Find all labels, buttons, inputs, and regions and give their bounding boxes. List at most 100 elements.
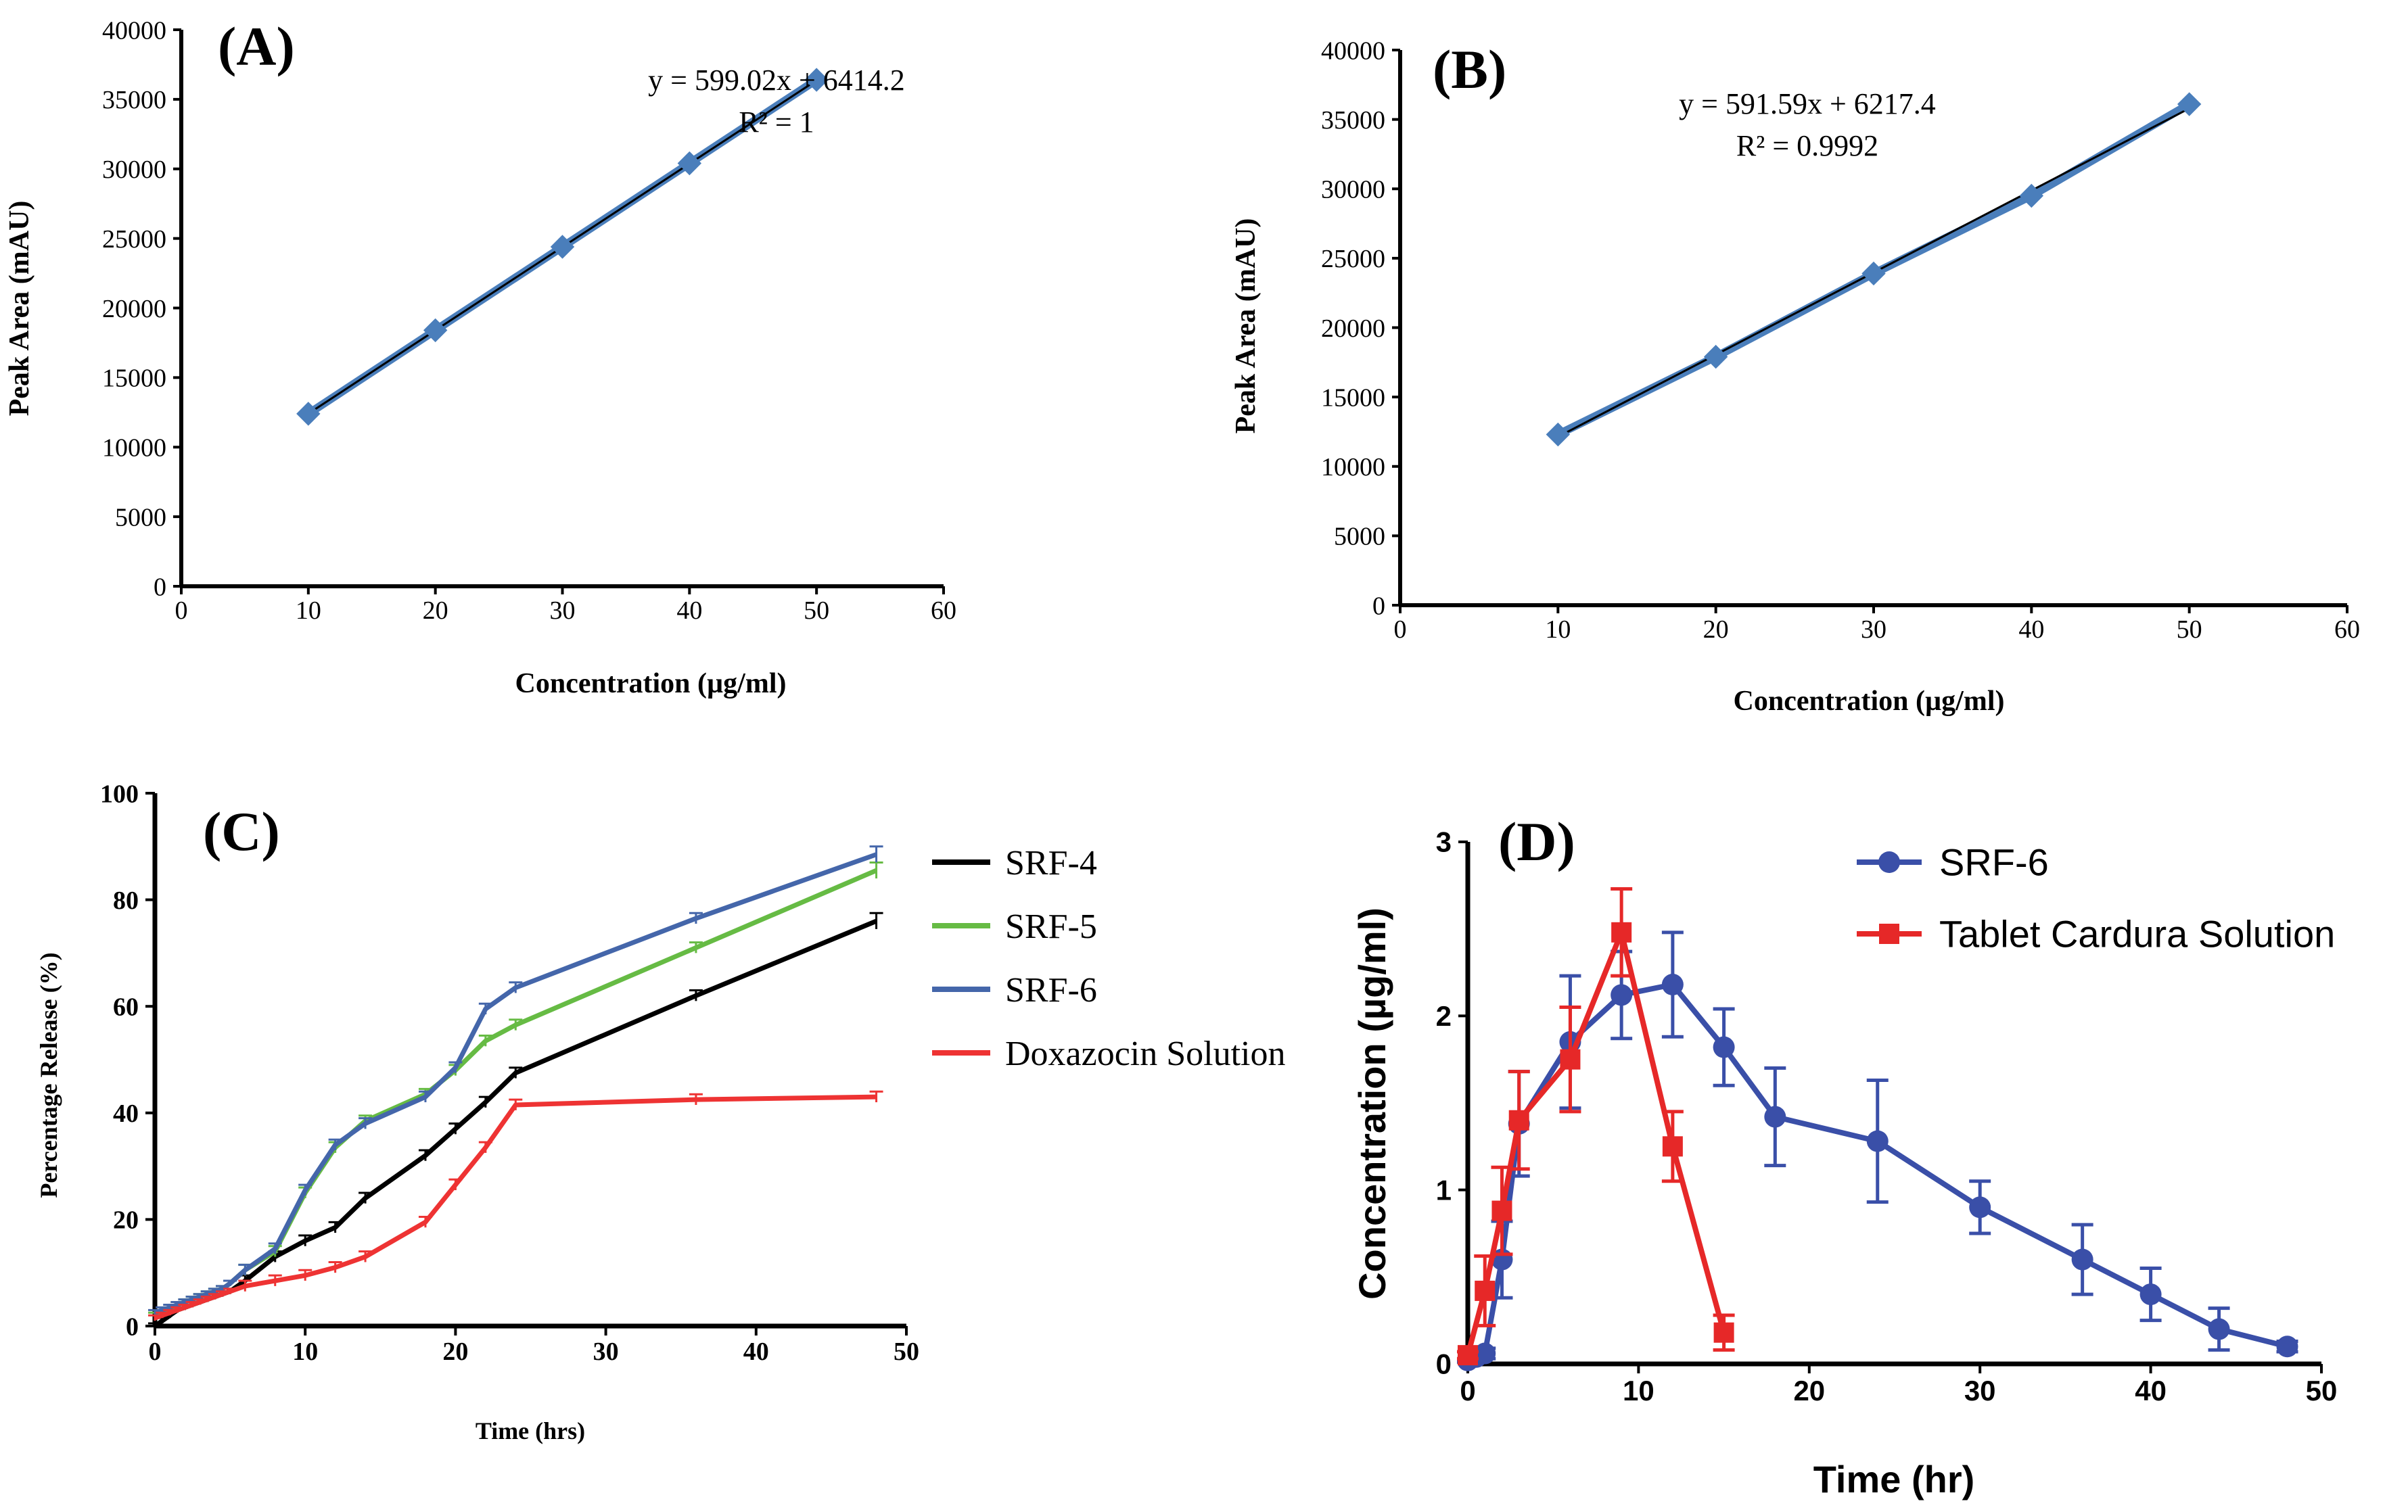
panel-b-y-tick-label: 40000	[1321, 37, 1385, 65]
panel-d-series-srf-6-marker	[1611, 984, 1633, 1006]
panel-c-legend-label: SRF-5	[1005, 907, 1097, 946]
panel-a-x-tick-label: 10	[296, 596, 321, 625]
panel-b-x-tick-label: 10	[1545, 615, 1571, 644]
panel-b-data-point	[2177, 92, 2202, 116]
panel-c-y-tick-label: 80	[113, 887, 139, 915]
panel-d-x-tick-label: 10	[1623, 1375, 1654, 1407]
panel-a-y-axis-label: Peak Area (mAU)	[4, 201, 35, 417]
panel-d-series-tablet-cardura-solution-marker	[1611, 922, 1632, 943]
panel-d-series-tablet-cardura-solution-marker	[1458, 1345, 1478, 1366]
panel-d-x-tick-label: 0	[1460, 1375, 1475, 1407]
panel-d-legend-label: SRF-6	[1939, 841, 2049, 884]
panel-c-x-tick-label: 30	[593, 1338, 619, 1366]
panel-c-series-doxazocin-solution	[148, 1090, 883, 1321]
panel-b: 0 10 20 30 40 50 60 0 5000 10000 15000 20000 25000 30…	[1230, 37, 2360, 717]
panel-b-y-tick-label: 15000	[1321, 383, 1385, 412]
panel-d-series-srf-6-marker	[1713, 1036, 1735, 1058]
panel-d-series-srf-6-marker	[1764, 1106, 1786, 1128]
panel-b-x-axis-label: Concentration (µg/ml)	[1734, 686, 2005, 717]
panel-a-y-tick-label: 25000	[102, 225, 166, 254]
panel-d-series-srf-6-line	[1466, 982, 2288, 1363]
panel-b-panel-label: (B)	[1433, 39, 1506, 100]
panel-b-data-point	[2019, 183, 2044, 208]
panel-d-x-tick-label: 40	[2135, 1375, 2167, 1407]
panel-c-y-tick-label: 0	[126, 1313, 139, 1341]
panel-a-x-tick-label: 20	[423, 596, 448, 625]
panel-d-legend-label: Tablet Cardura Solution	[1939, 913, 2335, 955]
panel-d-legend-marker	[1878, 851, 1900, 873]
panel-d-series-tablet-cardura-solution-marker	[1713, 1322, 1734, 1343]
panel-d-legend-marker	[1879, 924, 1899, 944]
panel-d-series-srf-6-marker	[2276, 1336, 2298, 1358]
panel-d-x-tick-label: 20	[1793, 1375, 1825, 1407]
panel-a-y-tick-label: 20000	[102, 295, 166, 323]
panel-b-y-tick-label: 35000	[1321, 106, 1385, 135]
panel-a-data-point	[296, 402, 321, 426]
panel-c-y-axis-label: Percentage Release (%)	[35, 952, 62, 1198]
panel-d-series-tablet-cardura-solution-marker	[1560, 1049, 1581, 1070]
panel-a-y-tick-label: 0	[154, 573, 166, 601]
panel-d-series-tablet-cardura-solution-marker	[1662, 1136, 1683, 1157]
panel-a-y-tick-label: 15000	[102, 364, 166, 393]
panel-d-series-srf-6-marker	[1969, 1196, 1991, 1219]
panel-d-x-axis-label: Time (hr)	[1813, 1458, 1975, 1501]
panel-b-data-point	[1861, 261, 1886, 286]
panel-b-x-tick-label: 20	[1703, 615, 1729, 644]
panel-b-x-tick-label: 60	[2334, 615, 2360, 644]
panel-c-x-axis-label: Time (hrs)	[476, 1417, 585, 1444]
panel-a-x-axis-label: Concentration (µg/ml)	[515, 668, 787, 699]
panel-a-y-tick-label: 40000	[102, 16, 166, 45]
panel-c-series-srf-6-line	[154, 852, 877, 1315]
panel-b-y-axis-label: Peak Area (mAU)	[1230, 218, 1261, 434]
panel-d-y-tick-label: 0	[1436, 1348, 1452, 1380]
panel-c-x-tick-label: 50	[894, 1338, 919, 1366]
panel-c-x-tick-label: 20	[442, 1338, 468, 1366]
panel-b-y-tick-label: 30000	[1321, 176, 1385, 204]
panel-b-y-tick-label: 5000	[1334, 523, 1385, 551]
panel-a-panel-label: (A)	[218, 16, 295, 77]
panel-a-data-point	[804, 68, 829, 92]
panel-c-legend-label: SRF-4	[1005, 844, 1097, 882]
panel-c: 0 10 20 30 40 50 0 20 40 60 80 100 Time (hrs) Percent…	[35, 780, 1286, 1444]
panel-b-y-tick-label: 25000	[1321, 245, 1385, 273]
panel-a-y-tick-label: 5000	[115, 503, 166, 531]
panel-b-x-tick-label: 40	[2018, 615, 2044, 644]
panel-d: 0 10 20 30 40 50 0 1 2 3 Time (hr) Concentration (µ…	[1351, 811, 2337, 1501]
panel-c-y-tick-label: 40	[113, 1100, 139, 1128]
panel-c-legend-label: Doxazocin Solution	[1005, 1035, 1286, 1073]
panel-c-y-tick-label: 20	[113, 1206, 139, 1235]
panel-a-x-tick-label: 0	[175, 596, 188, 625]
panel-d-y-axis-label: Concentration (µg/ml)	[1351, 907, 1393, 1300]
panel-a-x-tick-label: 40	[676, 596, 702, 625]
panel-a-y-tick-label: 10000	[102, 434, 166, 463]
panel-b-x-tick-label: 30	[1861, 615, 1886, 644]
panel-c-x-tick-label: 0	[149, 1338, 162, 1366]
panel-b-x-tick-label: 50	[2177, 615, 2202, 644]
panel-b-equation-label: y = 591.59x + 6217.4	[1679, 87, 1936, 120]
panel-b-x-tick-label: 0	[1394, 615, 1407, 644]
panel-a: 0 10 20 30 40 50 60 0 5000 10000 15000 20000 25000 30…	[4, 16, 956, 699]
panel-d-x-tick-label: 50	[2306, 1375, 2338, 1407]
panel-d-panel-label: (D)	[1498, 811, 1575, 872]
panel-b-equation-label: R² = 0.9992	[1736, 129, 1878, 162]
panel-d-series-srf-6-marker	[1866, 1130, 1889, 1152]
panel-a-equation-label: R² = 1	[739, 105, 814, 139]
panel-a-equation-label: y = 599.02x + 6414.2	[648, 64, 905, 97]
panel-a-x-tick-label: 50	[804, 596, 829, 625]
panel-d-series-tablet-cardura-solution-marker	[1491, 1200, 1512, 1221]
panel-b-y-tick-label: 20000	[1321, 314, 1385, 343]
panel-c-x-tick-label: 40	[743, 1338, 769, 1366]
panel-d-x-tick-label: 30	[1964, 1375, 1996, 1407]
panel-b-y-tick-label: 0	[1372, 592, 1385, 620]
panel-c-y-tick-label: 100	[100, 780, 139, 808]
panel-c-series-doxazocin-solution-line	[154, 1094, 877, 1321]
panel-b-y-tick-label: 10000	[1321, 453, 1385, 481]
panel-c-y-tick-label: 60	[113, 993, 139, 1022]
panel-c-panel-label: (C)	[203, 801, 280, 862]
chart-root: 0 10 20 30 40 50 60050001000015000200002500030…	[4, 16, 2360, 1501]
panel-d-y-tick-label: 3	[1436, 826, 1452, 858]
panel-c-x-tick-label: 10	[292, 1338, 318, 1366]
panel-d-series-srf-6-marker	[1474, 1342, 1496, 1365]
panel-a-y-tick-label: 30000	[102, 156, 166, 184]
